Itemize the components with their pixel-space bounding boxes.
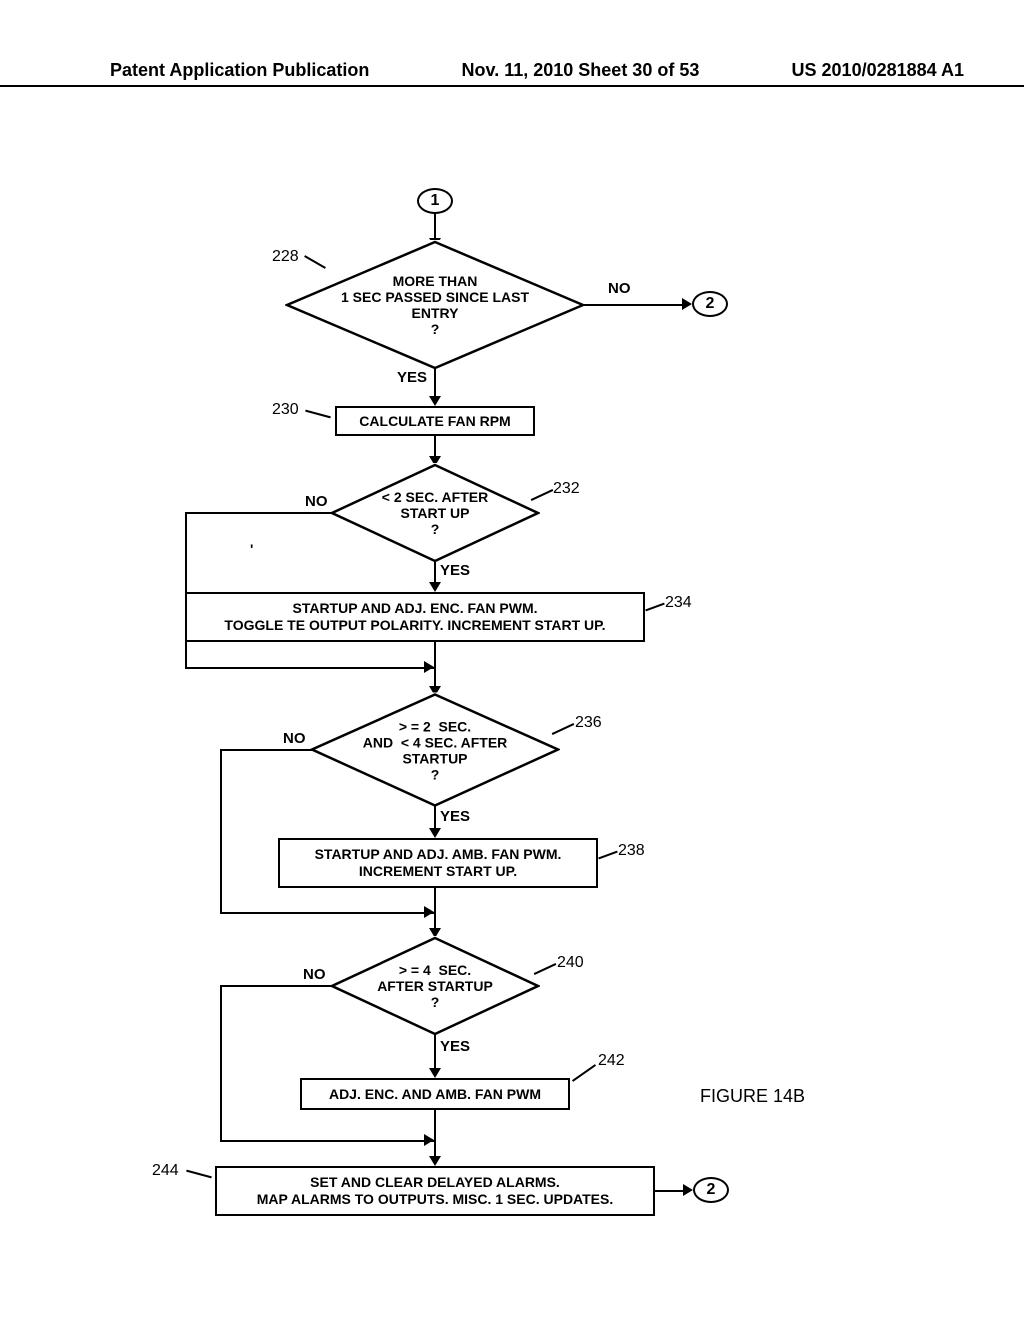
edge	[434, 888, 436, 930]
label-no: NO	[608, 280, 631, 297]
edge	[434, 806, 436, 830]
label-yes: YES	[397, 369, 427, 386]
flowchart-canvas: 1 MORE THAN 1 SEC PASSED SINCE LAST ENTR…	[0, 100, 1024, 1300]
edge	[185, 512, 332, 514]
label-yes: YES	[440, 562, 470, 579]
arrowhead	[424, 1134, 434, 1146]
decision-228-text: MORE THAN 1 SEC PASSED SINCE LAST ENTRY …	[341, 273, 529, 337]
decision-240-text: > = 4 SEC. AFTER STARTUP ?	[377, 962, 493, 1010]
leader-line	[598, 851, 617, 860]
edge	[584, 304, 684, 306]
process-242-text: ADJ. ENC. AND AMB. FAN PWM	[329, 1086, 541, 1103]
leader-line	[645, 603, 664, 612]
connector-2-bottom: 2	[693, 1177, 729, 1203]
decision-236-text: > = 2 SEC. AND < 4 SEC. AFTER STARTUP ?	[363, 718, 508, 782]
figure-caption: FIGURE 14B	[700, 1086, 805, 1107]
decision-228: MORE THAN 1 SEC PASSED SINCE LAST ENTRY …	[285, 240, 585, 370]
edge	[220, 985, 222, 1140]
header-left: Patent Application Publication	[110, 60, 369, 81]
leader-line	[186, 1170, 212, 1179]
ref-238: 238	[618, 842, 645, 860]
connector-2-top: 2	[692, 291, 728, 317]
label-yes: YES	[440, 808, 470, 825]
tick-mark: '	[250, 541, 253, 557]
process-244-text: SET AND CLEAR DELAYED ALARMS. MAP ALARMS…	[257, 1174, 614, 1208]
ref-244: 244	[152, 1162, 179, 1180]
edge	[434, 1034, 436, 1070]
edge	[434, 368, 436, 398]
edge	[434, 436, 436, 458]
edge	[434, 1110, 436, 1158]
connector-1-label: 1	[431, 192, 440, 210]
process-238-text: STARTUP AND ADJ. AMB. FAN PWM. INCREMENT…	[315, 846, 562, 880]
ref-228: 228	[272, 248, 299, 266]
decision-236: > = 2 SEC. AND < 4 SEC. AFTER STARTUP ?	[310, 693, 560, 808]
ref-232: 232	[553, 480, 580, 498]
arrowhead	[429, 828, 441, 838]
process-234-text: STARTUP AND ADJ. ENC. FAN PWM. TOGGLE TE…	[224, 600, 605, 634]
ref-242: 242	[598, 1052, 625, 1070]
process-244: SET AND CLEAR DELAYED ALARMS. MAP ALARMS…	[215, 1166, 655, 1216]
header-right: US 2010/0281884 A1	[792, 60, 964, 81]
leader-line	[305, 410, 331, 419]
arrowhead	[683, 1184, 693, 1196]
ref-240: 240	[557, 954, 584, 972]
page-header: Patent Application Publication Nov. 11, …	[0, 60, 1024, 87]
edge	[185, 512, 187, 667]
arrowhead	[429, 582, 441, 592]
ref-234: 234	[665, 594, 692, 612]
connector-2-label: 2	[707, 1181, 716, 1199]
edge	[185, 667, 434, 669]
edge	[655, 1190, 685, 1192]
process-234: STARTUP AND ADJ. ENC. FAN PWM. TOGGLE TE…	[185, 592, 645, 642]
edge	[220, 1140, 434, 1142]
arrowhead	[424, 661, 434, 673]
edge	[220, 749, 222, 912]
label-yes: YES	[440, 1038, 470, 1055]
edge	[434, 214, 436, 240]
arrowhead	[429, 396, 441, 406]
edge	[220, 749, 312, 751]
process-238: STARTUP AND ADJ. AMB. FAN PWM. INCREMENT…	[278, 838, 598, 888]
label-no: NO	[305, 493, 328, 510]
edge	[220, 985, 332, 987]
process-230-text: CALCULATE FAN RPM	[359, 413, 510, 430]
ref-230: 230	[272, 401, 299, 419]
decision-240: > = 4 SEC. AFTER STARTUP ?	[330, 936, 540, 1036]
connector-1: 1	[417, 188, 453, 214]
header-center: Nov. 11, 2010 Sheet 30 of 53	[462, 60, 700, 81]
label-no: NO	[303, 966, 326, 983]
decision-232: < 2 SEC. AFTER START UP ?	[330, 463, 540, 563]
decision-232-text: < 2 SEC. AFTER START UP ?	[382, 489, 488, 537]
arrowhead	[429, 1068, 441, 1078]
edge	[434, 562, 436, 584]
process-230: CALCULATE FAN RPM	[335, 406, 535, 436]
ref-236: 236	[575, 714, 602, 732]
connector-2-label: 2	[706, 295, 715, 313]
edge	[220, 912, 434, 914]
arrowhead	[429, 1156, 441, 1166]
edge	[434, 642, 436, 688]
arrowhead	[682, 298, 692, 310]
leader-line	[572, 1064, 596, 1082]
arrowhead	[424, 906, 434, 918]
process-242: ADJ. ENC. AND AMB. FAN PWM	[300, 1078, 570, 1110]
label-no: NO	[283, 730, 306, 747]
